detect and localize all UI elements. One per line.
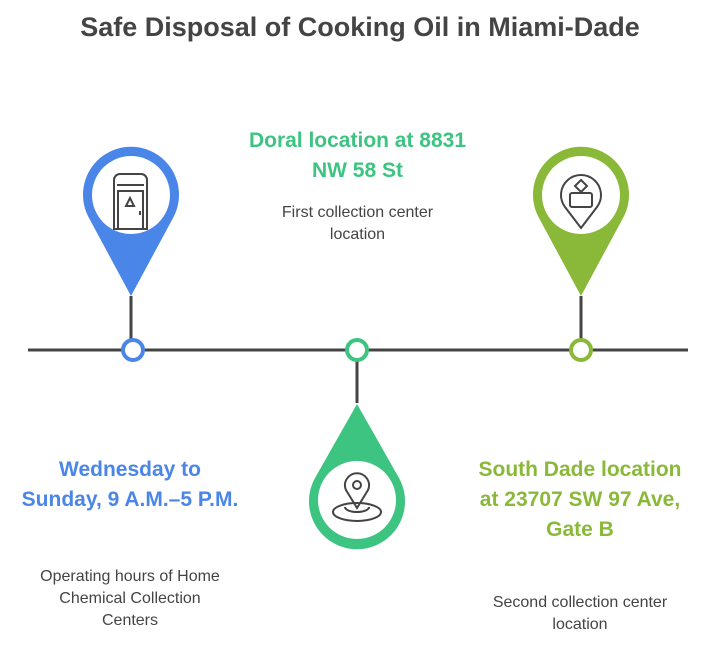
pin-south-dade <box>533 146 629 362</box>
item-heading-hours: Wednesday to Sunday, 9 A.M.–5 P.M. <box>21 458 239 511</box>
portable-door-cabinet-icon <box>113 173 148 230</box>
page-title: Safe Disposal of Cooking Oil in Miami-Da… <box>80 12 640 42</box>
item-heading-doral: Doral location at 8831 NW 58 St <box>248 129 467 182</box>
item-description-south-dade: Second collection center location <box>492 594 668 633</box>
pin-hours <box>83 146 179 362</box>
item-description-hours: Operating hours of Home Chemical Collect… <box>40 568 220 629</box>
pin-doral <box>309 338 405 550</box>
drop-off-pin-icon <box>560 174 602 230</box>
item-heading-south-dade: South Dade location at 23707 SW 97 Ave, … <box>478 458 682 541</box>
location-pin-icon <box>332 472 382 522</box>
item-description-doral: First collection center location <box>281 204 434 243</box>
